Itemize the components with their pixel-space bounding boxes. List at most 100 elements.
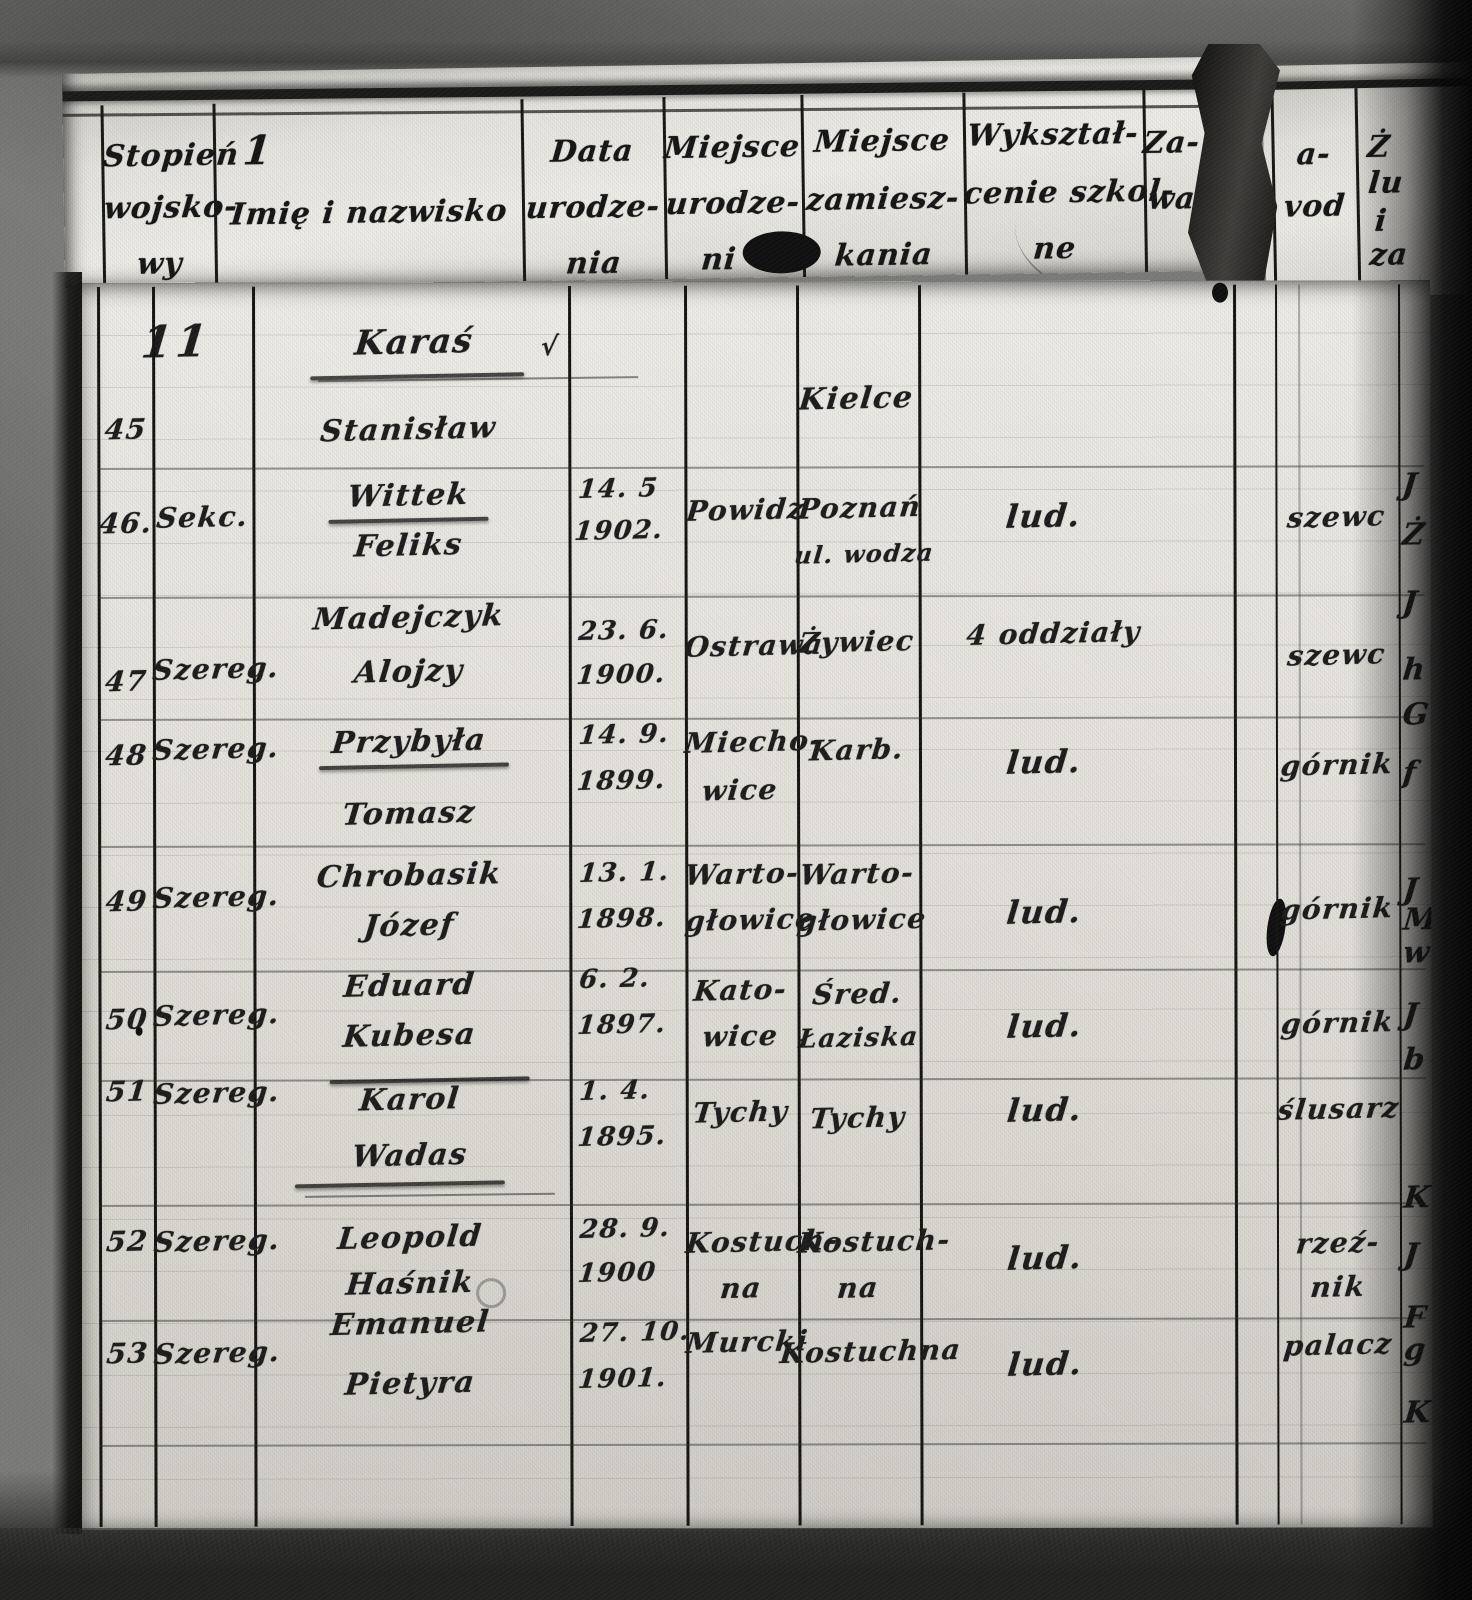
cell-rank: Szereg. [152,1334,283,1371]
cell-birth-1: na [718,1271,764,1306]
cell-residence-0: Karb. [808,732,906,768]
edge-fragment: M [1401,901,1433,938]
cell-residence-0: Warto- [798,856,917,892]
cell-date-0: 14. 9. [577,718,671,751]
cell-num: 52 [104,1224,151,1259]
cell-profession-1: nik [1308,1269,1368,1304]
cell-rank: Szereg. [152,1222,283,1259]
cell-profession-0: ślusarz [1275,1090,1402,1127]
header-line: Stopień [101,137,241,175]
cell-date-1: 1895. [576,1120,669,1154]
cell-name-0: Wittek [345,476,471,515]
cell-num: 53 [105,1336,151,1371]
edge-fragment: w [1401,934,1433,971]
cell-residence-0: Kielce [797,380,916,418]
cell-name-1: Haśnik [344,1264,476,1303]
ink-underline-thin [304,1192,555,1198]
cell-date-0: 27. 10. [578,1316,692,1349]
header-fragment: a- [1295,136,1333,173]
edge-fragment: K [1402,1394,1433,1431]
cell-name-1: Stanisław [318,410,498,450]
edge-fragment: h [1401,652,1428,688]
cell-name-0: Emanuel [328,1304,492,1344]
edge-fragment: J [1401,997,1421,1033]
row-separator [98,1077,1426,1082]
cell-residence-1: na [835,1270,881,1305]
cell-birth-1: wice [701,1018,781,1054]
cell-date-1: 1900 [576,1257,659,1290]
header-col-name: 1 Imię i nazwisko [214,99,523,286]
header-line: wy [135,246,185,282]
header-line: Wykształ- [965,116,1141,154]
ink-underline [328,516,489,524]
edge-fragment: K [1402,1179,1433,1216]
checkmark: √ [539,331,561,363]
cell-date-0: 28. 9. [578,1212,673,1245]
header-line: Za- [1141,125,1202,161]
cell-name-0: Eduard [342,966,477,1005]
cell-education: lud. [1005,1344,1085,1384]
cell-date-1: 1899. [575,764,668,798]
cell-residence-1: Łaziska [796,1021,921,1055]
torn-binding-strip [1188,44,1280,306]
cell-name-1: Tomasz [340,794,478,833]
cell-profession-0: szewc [1285,499,1388,535]
adjacent-page-edge: a- vod Ż lu i za [1262,61,1472,298]
header-line: Imię i nazwisko [229,193,510,233]
header-col-rank: Stopień wojsko- wy [101,104,241,288]
cell-profession-0: górnik [1279,891,1396,927]
binding-shadow [52,272,82,1534]
cell-education: lud. [1005,1238,1085,1278]
cell-name-1: Kubesa [341,1016,478,1055]
edge-fragment: J [1402,1237,1422,1273]
cell-profession-0: palacz [1282,1327,1395,1363]
header-line: urodze- [524,189,662,227]
cell-residence-0: Żywiec [797,624,917,660]
page-top-rule [1262,77,1472,91]
cell-num: 45 [103,412,149,447]
cell-rank: Szereg. [151,650,281,687]
edge-fragment: Ż [1400,517,1428,553]
cell-residence-0: Śred. [810,976,905,1012]
cell-num: 48 [103,738,150,773]
cell-name-1: Józef [362,907,457,945]
page-number: 11 [138,315,214,369]
cell-profession-0: górnik [1279,1005,1396,1041]
cell-date-0: 14. 5 [576,473,660,505]
cell-name-1: Alojzy [352,653,466,691]
cell-education: lud. [1004,496,1083,536]
cell-birth-0: Powidz [684,492,807,528]
cell-rank: Sekc. [154,499,251,535]
cell-birth-0: Tychy [691,1094,791,1130]
cell-education: lud. [1004,892,1084,932]
header-line: kania [833,237,935,274]
row-separator [98,1202,1426,1207]
row-separator [97,594,1425,599]
row-separator [98,843,1426,848]
cell-residence-1: ul. wodza [792,537,936,570]
cell-num: 50 [104,1002,150,1037]
header-line: zamiesz- [804,180,962,218]
edge-fragment: F [1402,1300,1429,1336]
header-col-residence: Miejsce zamiesz- kania [800,93,965,277]
header-line: wojsko- [102,189,240,227]
cell-num: 49 [104,884,150,919]
cell-num: 46. [97,506,155,541]
column-rule [568,285,574,1526]
row-separator [99,1442,1427,1447]
column-rule [1233,284,1239,1525]
cell-residence-0: Tychy [808,1100,908,1136]
row-separator [97,465,1425,470]
edge-fragment: J [1400,467,1420,503]
cell-name-0: Karol [357,1081,462,1119]
header-line: Miejsce [662,129,802,167]
header-line: Data [549,133,636,170]
cell-birth-0: Warto- [683,856,802,892]
cell-date-0: 6. 2. [577,963,652,995]
cell-residence-0: Kostuch- [796,1223,953,1260]
cell-rank: Szereg. [151,878,282,915]
cell-residence-0: Poznań [796,489,924,526]
edge-fragment: f [1401,755,1420,791]
cell-name-0: Leopold [336,1218,484,1257]
